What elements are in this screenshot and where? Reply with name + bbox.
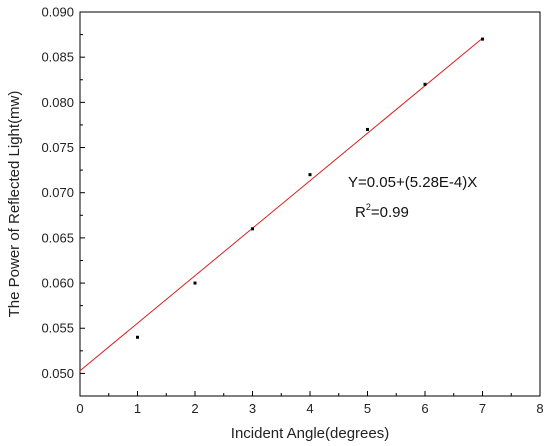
x-tick-label: 5 bbox=[364, 401, 371, 416]
data-point bbox=[423, 82, 427, 86]
y-tick-label: 0.090 bbox=[41, 5, 74, 20]
r-squared-prefix: R bbox=[355, 204, 366, 221]
x-tick-label: 0 bbox=[76, 401, 83, 416]
axis-ticks bbox=[79, 11, 541, 397]
y-tick-label: 0.050 bbox=[41, 366, 74, 381]
data-point bbox=[308, 173, 312, 177]
data-points bbox=[136, 37, 484, 339]
data-point bbox=[366, 127, 369, 131]
x-tick-label: 3 bbox=[249, 401, 256, 416]
y-tick-label: 0.080 bbox=[41, 95, 74, 110]
y-tick-label: 0.075 bbox=[41, 140, 74, 155]
data-point bbox=[251, 227, 254, 231]
plot-frame bbox=[79, 11, 541, 397]
r-squared-sup: 2 bbox=[366, 202, 371, 212]
data-point bbox=[193, 281, 197, 285]
y-tick-label: 0.060 bbox=[41, 276, 74, 291]
axis-tick-labels: 0 1 2 3 4 5 6 7 8 0.050 0.055 0.060 0.065 0.070 0.075 0… bbox=[41, 5, 543, 417]
x-tick-label: 8 bbox=[536, 401, 543, 416]
data-point bbox=[481, 37, 484, 41]
fit-line bbox=[79, 37, 483, 372]
y-tick-label: 0.055 bbox=[41, 321, 74, 336]
equation-annotation: Y=0.05+(5.28E-4)X bbox=[348, 174, 477, 191]
r-squared-annotation: R2=0.99 bbox=[355, 202, 409, 221]
x-tick-label: 6 bbox=[421, 401, 428, 416]
r-squared-suffix: =0.99 bbox=[371, 204, 409, 221]
y-tick-label: 0.085 bbox=[41, 50, 74, 65]
x-tick-label: 4 bbox=[306, 401, 313, 416]
x-axis-label: Incident Angle(degrees) bbox=[231, 425, 389, 442]
x-tick-label: 7 bbox=[479, 401, 486, 416]
y-tick-label: 0.070 bbox=[41, 185, 74, 200]
y-axis-label: The Power of Reflected Light(mw) bbox=[6, 91, 23, 318]
x-tick-label: 1 bbox=[134, 401, 141, 416]
data-point bbox=[136, 335, 139, 339]
x-tick-label: 2 bbox=[191, 401, 198, 416]
y-tick-label: 0.065 bbox=[41, 230, 74, 245]
